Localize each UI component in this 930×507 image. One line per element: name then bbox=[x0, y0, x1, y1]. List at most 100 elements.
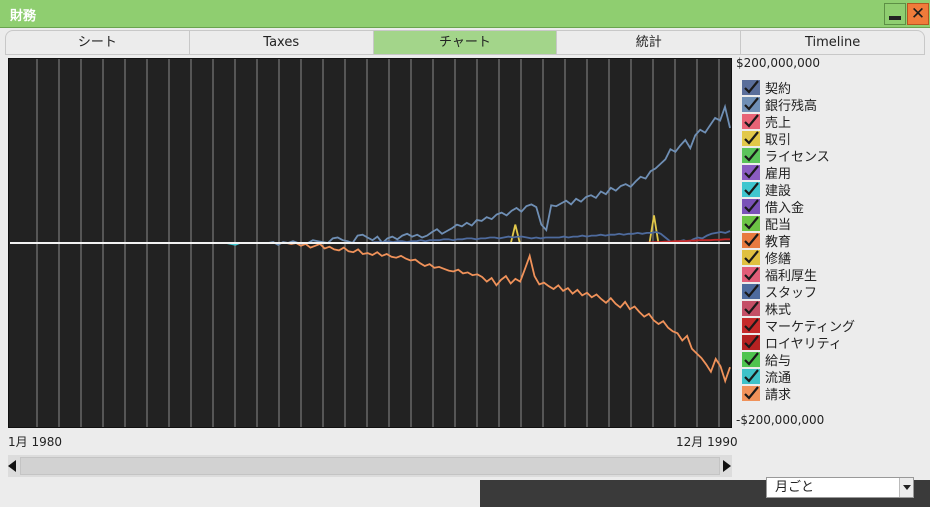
legend-item[interactable]: 配当 bbox=[742, 215, 922, 233]
checkmark-icon bbox=[744, 165, 759, 179]
legend-label: 配当 bbox=[765, 218, 792, 233]
legend-label: 建設 bbox=[765, 184, 792, 199]
legend-label: マーケティング bbox=[765, 320, 855, 335]
checkmark-icon bbox=[744, 267, 759, 281]
legend-item[interactable]: 流通 bbox=[742, 368, 922, 386]
legend-item[interactable]: スタッフ bbox=[742, 283, 922, 301]
y-axis-min-label: -$200,000,000 bbox=[736, 413, 825, 427]
legend-label: 売上 bbox=[765, 116, 792, 131]
window-title: 財務 bbox=[10, 9, 37, 24]
tab-statistics[interactable]: 統計 bbox=[557, 30, 742, 55]
line-chart bbox=[10, 59, 731, 427]
checkmark-icon bbox=[744, 199, 759, 213]
checkbox[interactable] bbox=[742, 386, 760, 401]
checkbox[interactable] bbox=[742, 267, 760, 282]
x-axis-start-label: 1月 1980 bbox=[8, 435, 62, 449]
legend-item[interactable]: 建設 bbox=[742, 181, 922, 199]
tab-sheet[interactable]: シート bbox=[5, 30, 190, 55]
legend-item[interactable]: ライセンス bbox=[742, 147, 922, 165]
legend-item[interactable]: 契約 bbox=[742, 79, 922, 97]
checkbox[interactable] bbox=[742, 318, 760, 333]
checkbox[interactable] bbox=[742, 369, 760, 384]
legend-label: 修繕 bbox=[765, 252, 792, 267]
legend-label: ロイヤリティ bbox=[765, 337, 842, 352]
checkbox[interactable] bbox=[742, 97, 760, 112]
legend-item[interactable]: ロイヤリティ bbox=[742, 334, 922, 352]
legend-item[interactable]: 給与 bbox=[742, 351, 922, 369]
legend-label: 教育 bbox=[765, 235, 792, 250]
checkmark-icon bbox=[744, 386, 759, 400]
interval-select-value: 月ごと bbox=[775, 480, 815, 495]
series-line bbox=[10, 242, 731, 384]
checkbox[interactable] bbox=[742, 250, 760, 265]
legend-item[interactable]: 教育 bbox=[742, 232, 922, 250]
legend-label: 流通 bbox=[765, 371, 792, 386]
tab-timeline[interactable]: Timeline bbox=[741, 30, 925, 55]
checkbox[interactable] bbox=[742, 182, 760, 197]
legend-label: 雇用 bbox=[765, 167, 792, 182]
checkmark-icon bbox=[744, 318, 759, 332]
legend-label: スタッフ bbox=[765, 286, 818, 301]
checkbox[interactable] bbox=[742, 352, 760, 367]
scroll-right-arrow-icon[interactable] bbox=[723, 460, 731, 472]
checkbox[interactable] bbox=[742, 148, 760, 163]
legend-item[interactable]: 取引 bbox=[742, 130, 922, 148]
tab-taxes[interactable]: Taxes bbox=[189, 30, 374, 55]
legend-item[interactable]: 請求 bbox=[742, 385, 922, 403]
checkbox[interactable] bbox=[742, 131, 760, 146]
legend-item[interactable]: 株式 bbox=[742, 300, 922, 318]
legend-label: 取引 bbox=[765, 133, 792, 148]
chart-legend: 契約銀行残高売上取引ライセンス雇用建設借入金配当教育修繕福利厚生スタッフ株式マー… bbox=[742, 79, 922, 403]
legend-item[interactable]: 売上 bbox=[742, 113, 922, 131]
checkmark-icon bbox=[744, 97, 759, 111]
legend-item[interactable]: 借入金 bbox=[742, 198, 922, 216]
checkmark-icon bbox=[744, 233, 759, 247]
legend-label: ライセンス bbox=[765, 150, 830, 165]
series-line bbox=[10, 103, 731, 246]
checkmark-icon bbox=[744, 182, 759, 196]
checkbox[interactable] bbox=[742, 80, 760, 95]
checkbox[interactable] bbox=[742, 233, 760, 248]
legend-item[interactable]: 福利厚生 bbox=[742, 266, 922, 284]
checkbox[interactable] bbox=[742, 199, 760, 214]
legend-label: 給与 bbox=[765, 354, 792, 369]
checkmark-icon bbox=[744, 80, 759, 94]
scroll-thumb[interactable] bbox=[20, 457, 720, 475]
minimize-button[interactable] bbox=[884, 3, 906, 25]
legend-label: 請求 bbox=[765, 388, 792, 403]
legend-label: 銀行残高 bbox=[765, 99, 818, 114]
chart-area[interactable] bbox=[8, 58, 732, 428]
interval-select[interactable]: 月ごと bbox=[766, 477, 914, 498]
legend-label: 借入金 bbox=[765, 201, 805, 216]
legend-item[interactable]: 銀行残高 bbox=[742, 96, 922, 114]
legend-label: 株式 bbox=[765, 303, 792, 318]
title-bar[interactable]: 財務 ✕ bbox=[0, 0, 930, 28]
checkmark-icon bbox=[744, 250, 759, 264]
checkmark-icon bbox=[744, 216, 759, 230]
tab-bar: シート Taxes チャート 統計 Timeline bbox=[5, 30, 925, 55]
x-axis-end-label: 12月 1990 bbox=[676, 435, 738, 449]
tab-chart[interactable]: チャート bbox=[373, 30, 558, 55]
legend-item[interactable]: マーケティング bbox=[742, 317, 922, 335]
checkbox[interactable] bbox=[742, 114, 760, 129]
scroll-left-arrow-icon[interactable] bbox=[8, 460, 16, 472]
legend-item[interactable]: 雇用 bbox=[742, 164, 922, 182]
legend-label: 契約 bbox=[765, 82, 792, 97]
checkbox[interactable] bbox=[742, 165, 760, 180]
checkmark-icon bbox=[744, 148, 759, 162]
checkbox[interactable] bbox=[742, 335, 760, 350]
y-axis-max-label: $200,000,000 bbox=[736, 56, 820, 70]
timeline-scrollbar[interactable] bbox=[8, 455, 732, 477]
close-button[interactable]: ✕ bbox=[907, 3, 929, 25]
checkbox[interactable] bbox=[742, 301, 760, 316]
checkmark-icon bbox=[744, 131, 759, 145]
checkmark-icon bbox=[744, 301, 759, 315]
legend-item[interactable]: 修繕 bbox=[742, 249, 922, 267]
checkbox[interactable] bbox=[742, 216, 760, 231]
chevron-down-icon[interactable] bbox=[899, 478, 913, 497]
checkbox[interactable] bbox=[742, 284, 760, 299]
series-line bbox=[10, 230, 731, 244]
checkmark-icon bbox=[744, 284, 759, 298]
legend-label: 福利厚生 bbox=[765, 269, 818, 284]
